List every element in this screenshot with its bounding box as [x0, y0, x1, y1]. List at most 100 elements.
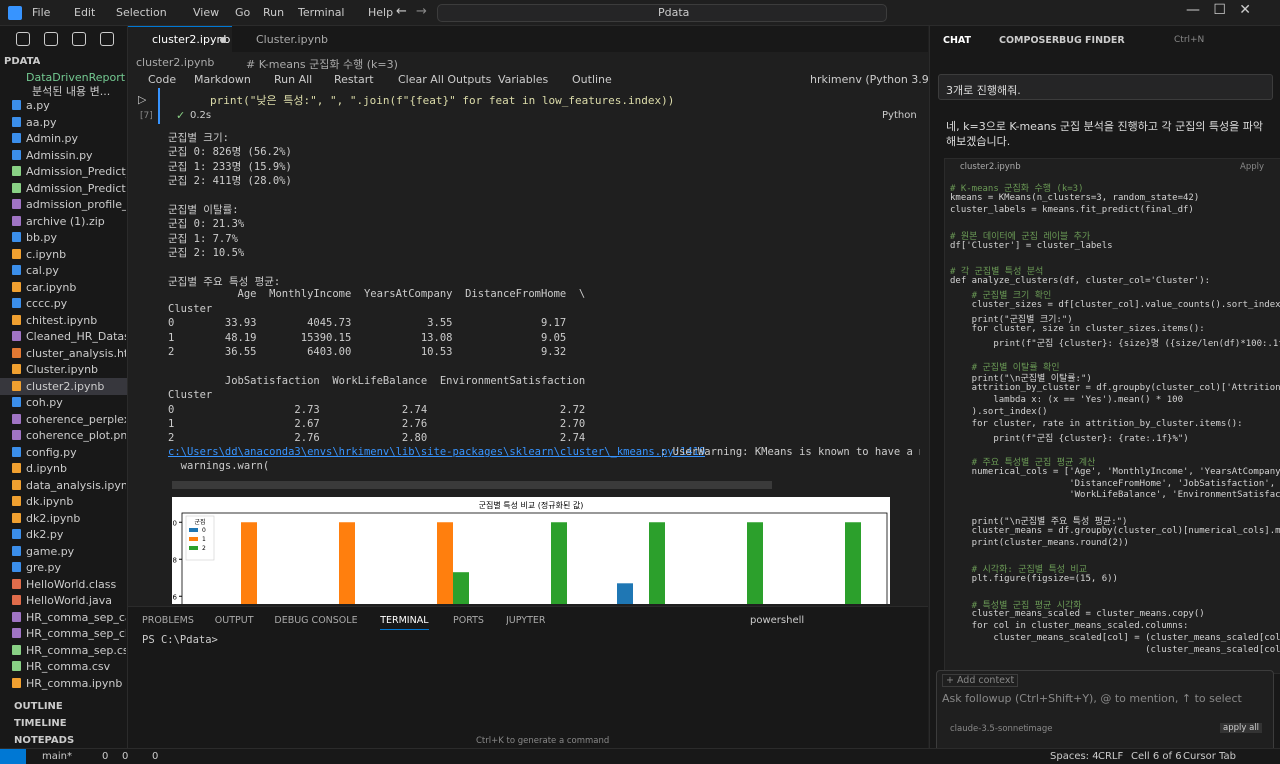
tab[interactable]: cluster2.ipynb — [152, 33, 231, 46]
image-button[interactable]: image — [1026, 724, 1053, 734]
warnings[interactable]: 0 — [122, 751, 129, 762]
breadcrumb[interactable]: cluster2.ipynb — [136, 56, 215, 69]
file[interactable]: HR_comma.csv — [26, 660, 111, 673]
toolbar-button[interactable]: Code — [148, 73, 177, 86]
file[interactable]: HelloWorld.class — [26, 577, 117, 591]
menu-item[interactable]: Selection — [116, 6, 167, 19]
apply-all[interactable]: apply all — [1220, 723, 1263, 733]
menu-item[interactable]: Terminal — [298, 6, 345, 19]
chat-tab[interactable]: COMPOSER — [999, 35, 1060, 46]
toolbar-button[interactable]: Run All — [274, 73, 313, 86]
tab[interactable]: Cluster.ipynb — [256, 33, 329, 46]
run-button[interactable]: ▷ — [138, 93, 147, 106]
menu-item[interactable]: Edit — [74, 6, 96, 19]
menu-item[interactable]: View — [193, 6, 220, 19]
activity-icon[interactable] — [100, 32, 114, 46]
activity-icon[interactable] — [44, 32, 58, 46]
file[interactable]: HR_comma_sep.csv — [26, 643, 126, 657]
folder[interactable]: DataDrivenReport — [26, 71, 126, 84]
activity-icon[interactable] — [72, 32, 86, 46]
panel-tab[interactable]: PROBLEMS — [142, 615, 194, 626]
file[interactable]: coherence_perplexity_... — [26, 412, 126, 426]
file[interactable]: coherence_plot.png — [26, 429, 126, 442]
file[interactable]: HR_comma.ipynb — [26, 676, 123, 690]
apply-button[interactable]: Apply — [1240, 162, 1264, 172]
section-header[interactable]: TIMELINE — [14, 718, 67, 729]
panel-tab[interactable]: TERMINAL — [380, 615, 429, 630]
file[interactable]: config.py — [26, 445, 77, 459]
file[interactable]: Cluster.ipynb — [26, 363, 99, 376]
file[interactable]: d.ipynb — [26, 462, 67, 475]
section-header[interactable]: OUTLINE — [14, 701, 63, 712]
menu-item[interactable]: Go — [235, 6, 251, 19]
file[interactable]: HR_comma_sep_clean... — [26, 627, 126, 640]
toolbar-button[interactable]: Variables — [498, 73, 549, 86]
panel-tab[interactable]: DEBUG CONSOLE — [274, 615, 358, 626]
menu-item[interactable]: Help — [368, 6, 394, 19]
section-header[interactable]: NOTEPADS — [14, 735, 75, 746]
file[interactable]: bb.py — [26, 231, 57, 244]
model-picker[interactable]: claude-3.5-sonnet — [950, 724, 1027, 734]
branch[interactable]: main* — [42, 751, 72, 762]
menu-item[interactable]: Run — [263, 6, 285, 19]
file[interactable]: dk2.py — [26, 528, 64, 541]
cell-time: 0.2s — [190, 110, 212, 121]
toolbar-button[interactable]: Restart — [334, 73, 374, 86]
cell-language[interactable]: Python — [882, 110, 917, 121]
breadcrumb[interactable]: # K-means 군집화 수행 (k=3) — [246, 58, 398, 71]
output-line: JobSatisfaction WorkLifeBalance Environm… — [168, 374, 586, 387]
file[interactable]: 분석된 내용 변... — [32, 85, 111, 98]
file[interactable]: a.py — [26, 99, 50, 112]
activity-icon[interactable] — [16, 32, 30, 46]
errors[interactable]: 0 — [102, 751, 109, 762]
chat-input-placeholder[interactable]: Ask followup (Ctrl+Shift+Y), @ to mentio… — [942, 692, 1242, 705]
add-context[interactable]: + Add context — [942, 674, 1019, 687]
panel-tab[interactable]: PORTS — [453, 615, 484, 626]
file[interactable]: cluster_analysis.html — [26, 346, 126, 360]
window-controls[interactable]: — ☐ ✕ — [1186, 2, 1251, 18]
file[interactable]: archive (1).zip — [26, 214, 105, 228]
file[interactable]: cal.py — [26, 264, 59, 277]
file[interactable]: HR_comma_sep_capp... — [26, 610, 126, 624]
file[interactable]: gre.py — [26, 561, 62, 574]
file[interactable]: cccc.py — [26, 297, 68, 310]
file[interactable]: dk2.ipynb — [26, 511, 81, 525]
toolbar-button[interactable]: Markdown — [194, 73, 251, 86]
panel-tab[interactable]: JUPYTER — [506, 615, 546, 626]
file[interactable]: Admission_Predict_Ve... — [26, 165, 126, 178]
file[interactable]: dk.ipynb — [26, 495, 74, 508]
file[interactable]: cluster2.ipynb — [26, 379, 105, 393]
chart-title: 군집별 특성 비교 (정규화된 값) — [479, 500, 584, 510]
status-item[interactable]: Spaces: 4 — [1050, 751, 1099, 762]
nav-back[interactable]: ← — [396, 4, 407, 19]
status-item[interactable]: CRLF — [1098, 751, 1124, 762]
file[interactable]: data_analysis.ipynb — [26, 478, 126, 492]
file[interactable]: car.ipynb — [26, 280, 77, 294]
shell-picker[interactable]: powershell — [750, 615, 805, 626]
search-box[interactable] — [437, 4, 887, 22]
chat-tab[interactable]: BUG FINDER — [1059, 35, 1125, 46]
file[interactable]: Admissin.py — [26, 148, 93, 162]
toolbar-button[interactable]: Clear All Outputs — [398, 73, 492, 86]
file[interactable]: Cleaned_HR_Dataset_... — [26, 330, 126, 343]
status-item[interactable]: Cursor Tab — [1183, 751, 1236, 762]
file[interactable]: aa.py — [26, 115, 57, 129]
file[interactable]: HelloWorld.java — [26, 594, 112, 607]
file[interactable]: chitest.ipynb — [26, 313, 98, 327]
file[interactable]: Admission_Predict.csv — [26, 181, 126, 195]
file[interactable]: c.ipynb — [26, 247, 67, 261]
remote-indicator[interactable] — [0, 749, 26, 764]
file[interactable]: Admin.py — [26, 132, 79, 145]
nav-forward[interactable]: → — [416, 4, 427, 19]
toolbar-button[interactable]: Outline — [572, 73, 612, 86]
warning-link[interactable]: c:\Users\dd\anaconda3\envs\hrkimenv\lib\… — [168, 446, 706, 458]
kernel-picker[interactable]: hrkimenv (Python 3.9.20) — [810, 73, 928, 86]
chat-tab[interactable]: CHAT — [943, 35, 972, 46]
file[interactable]: coh.py — [26, 396, 63, 409]
file[interactable]: game.py — [26, 544, 75, 558]
panel-tab[interactable]: OUTPUT — [214, 615, 254, 626]
file[interactable]: admission_profile_rep... — [26, 198, 126, 211]
menu-item[interactable]: File — [32, 6, 51, 19]
status-item[interactable]: Cell 6 of 6 — [1131, 751, 1182, 762]
ports[interactable]: 0 — [152, 751, 159, 762]
